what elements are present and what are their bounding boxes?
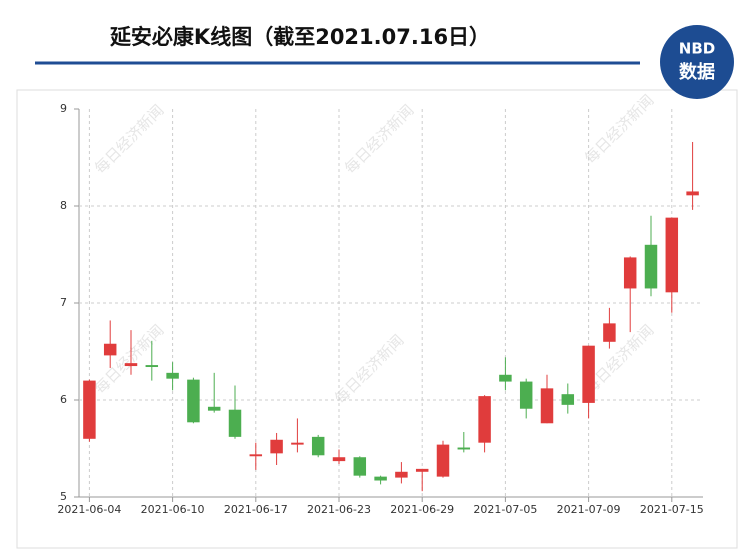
candle-body: [353, 457, 367, 476]
y-tick-label: 8: [60, 199, 67, 212]
candle-body: [665, 217, 679, 293]
candle-body: [374, 476, 387, 481]
x-tick-label: 2021-07-05: [473, 503, 537, 516]
y-tick-label: 6: [60, 393, 67, 406]
y-tick-label: 5: [60, 490, 67, 503]
x-tick-label: 2021-06-23: [307, 503, 371, 516]
y-tick-label: 7: [60, 296, 67, 309]
candle-body: [603, 323, 616, 342]
watermark: 每日经济新闻: [91, 101, 167, 177]
candle-body: [166, 372, 179, 379]
watermark: 每日经济新闻: [341, 101, 417, 177]
candle-body: [83, 380, 96, 439]
candle-body: [124, 363, 138, 367]
logo-text: NBD: [679, 40, 715, 58]
x-tick-label: 2021-06-04: [57, 503, 121, 516]
candle-body: [519, 381, 533, 409]
x-tick-label: 2021-06-10: [141, 503, 205, 516]
candle-body: [582, 345, 595, 403]
candle-body: [249, 454, 263, 457]
candle-body: [187, 379, 200, 423]
candle-body: [644, 244, 658, 289]
candle-body: [311, 436, 325, 456]
y-tick-label: 9: [60, 102, 67, 115]
x-tick-label: 2021-07-15: [640, 503, 704, 516]
candle-body: [457, 447, 471, 450]
x-tick-label: 2021-07-09: [557, 503, 621, 516]
candle-body: [207, 406, 221, 411]
candle-body: [499, 374, 512, 382]
candle-body: [561, 394, 575, 405]
candle-body: [623, 257, 637, 289]
candle-body: [145, 365, 159, 368]
logo: [660, 25, 734, 99]
candle-body: [228, 409, 242, 437]
x-tick-label: 2021-06-29: [390, 503, 454, 516]
watermark: 每日经济新闻: [331, 331, 407, 407]
candle-body: [478, 396, 491, 443]
candle-body: [686, 191, 699, 196]
candle-body: [540, 388, 554, 424]
candle-body: [436, 444, 450, 477]
chart-frame: [16, 89, 738, 549]
candle-body: [332, 457, 346, 462]
candle-body: [270, 439, 283, 454]
watermark: 每日经济新闻: [581, 91, 657, 167]
x-tick-label: 2021-06-17: [224, 503, 288, 516]
logo-text: 数据: [679, 61, 715, 83]
chart-title: 延安必康K线图（截至2021.07.16日）: [109, 25, 490, 49]
candle-body: [103, 343, 117, 356]
candle-body: [415, 468, 429, 472]
watermark: 每日经济新闻: [91, 321, 167, 397]
candle-body: [291, 442, 304, 445]
candle-body: [395, 471, 408, 478]
